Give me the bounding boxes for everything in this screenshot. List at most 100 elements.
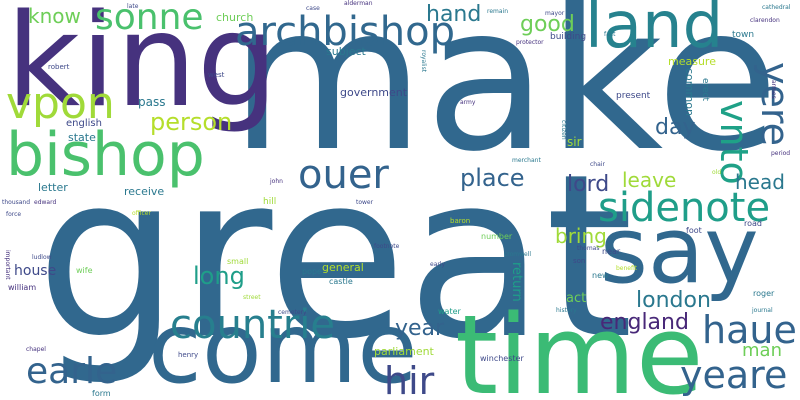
word: great [36, 126, 634, 389]
word: thousand [2, 199, 31, 206]
word: cemetery [278, 309, 307, 316]
word: subject [326, 45, 366, 58]
word: general [322, 261, 364, 274]
word: water [438, 307, 461, 316]
word: yeare [680, 353, 788, 397]
word: place [460, 164, 525, 192]
word: chapel [26, 346, 46, 353]
word: vpon [6, 78, 115, 129]
word: early [430, 261, 446, 268]
word: robert [48, 63, 70, 71]
word: case [306, 5, 320, 12]
word: london [636, 288, 711, 313]
word: lord [567, 172, 610, 197]
word: erect [700, 78, 710, 102]
word: roger [753, 289, 775, 298]
word: mayor [545, 10, 565, 17]
word: edward [34, 199, 57, 206]
word: vnto [712, 100, 756, 185]
word: king [6, 0, 279, 136]
word: new [592, 271, 609, 280]
word: act [566, 291, 587, 306]
word: countrie [170, 302, 336, 348]
word: pass [138, 95, 166, 109]
word: man [742, 340, 782, 361]
word: government [340, 86, 408, 99]
word: house [14, 263, 57, 279]
word: remain [487, 8, 509, 15]
word: officer [132, 210, 151, 217]
word: long [193, 262, 245, 290]
word: fact [604, 31, 616, 38]
word: head [735, 170, 785, 194]
word: castle [329, 277, 353, 286]
word: benefit [616, 265, 638, 272]
word: cromwell [504, 251, 532, 258]
word: parliament [374, 345, 434, 358]
word: footnote [374, 243, 400, 250]
word: state [68, 131, 96, 144]
word: say [600, 197, 759, 304]
word: town [732, 30, 755, 40]
word: form [92, 389, 111, 398]
word: english [66, 118, 102, 129]
word: wife [76, 266, 93, 275]
word: hand [426, 2, 482, 27]
word: good [520, 12, 575, 37]
word: come [148, 292, 418, 400]
word: hir [384, 359, 435, 400]
word: present [616, 91, 651, 101]
word: late [127, 3, 139, 10]
word: earle [26, 351, 118, 392]
word: near [602, 247, 621, 256]
word: merchant [512, 157, 541, 164]
word: son [573, 257, 586, 265]
word: bishop [6, 120, 205, 190]
word: number [481, 232, 513, 241]
word: letter [38, 181, 68, 194]
word: year [395, 316, 445, 341]
word: protector [516, 39, 544, 46]
word: winchester [480, 354, 524, 363]
word: england [600, 310, 689, 335]
word: william [8, 283, 37, 292]
word: alderman [344, 0, 373, 7]
word: royalist [420, 50, 427, 73]
word: army [460, 99, 476, 106]
word: sidenote [598, 185, 771, 231]
word: chair [590, 161, 605, 168]
word: building [550, 32, 587, 42]
word: yere [753, 62, 797, 147]
word: make [230, 0, 780, 196]
word: church [216, 11, 254, 24]
word: street [243, 294, 261, 301]
word: henry [178, 351, 199, 359]
word: force [6, 211, 22, 218]
word: return [509, 262, 524, 302]
word: ouer [298, 152, 389, 198]
word: clarendon [750, 17, 780, 24]
word: important [4, 250, 11, 280]
word: land [585, 0, 724, 63]
word: measure [668, 55, 716, 68]
word: tower [356, 199, 374, 206]
word: thomas [577, 245, 600, 252]
word: know [28, 4, 81, 28]
word: journal [752, 307, 773, 314]
word: leave [622, 168, 677, 192]
word: small [227, 257, 249, 266]
word: ludlow [32, 254, 52, 261]
word: old [712, 169, 722, 176]
word: citizen [560, 120, 567, 140]
word: road [744, 219, 762, 228]
word: person [150, 108, 233, 136]
word: cathedral [762, 4, 791, 11]
word: bring [555, 224, 607, 248]
word: time [455, 291, 704, 400]
word: foot [686, 226, 702, 235]
word: west [208, 71, 225, 79]
word: hill [263, 197, 277, 207]
word: armes [770, 80, 777, 99]
word: sonne [95, 0, 204, 38]
